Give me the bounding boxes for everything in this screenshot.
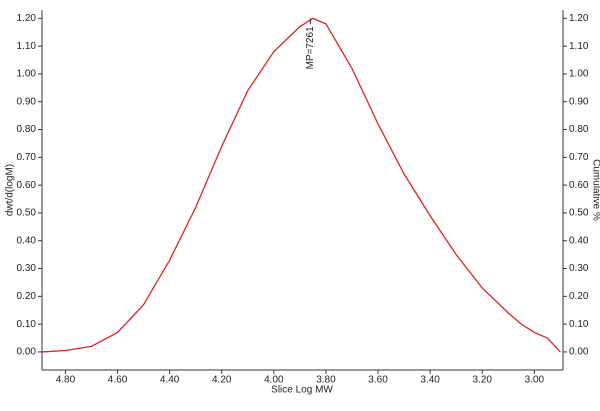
- x-tick-label: 3.00: [525, 375, 545, 386]
- y-tick-label: 0.30: [17, 263, 37, 274]
- y-tick-label: 0.10: [17, 319, 37, 330]
- x-tick-label: 4.40: [160, 375, 180, 386]
- y-tick-label: 1.00: [17, 69, 37, 80]
- y-tick-label: 0.20: [17, 291, 37, 302]
- y-tick-label: 0.90: [17, 96, 37, 107]
- line-series: [41, 17, 561, 353]
- y-tick-label: 0.80: [17, 124, 37, 135]
- x-tick-label: 3.60: [368, 375, 388, 386]
- y-tick-label: 0.50: [17, 208, 37, 219]
- x-tick-label: 3.80: [316, 375, 336, 386]
- y2-axis-title: Cumulative %: [590, 159, 600, 221]
- y2-tick-label: 0.20: [569, 291, 589, 302]
- y-tick-label: 1.10: [17, 41, 37, 52]
- y-tick-label: 1.20: [17, 13, 37, 24]
- y2-tick-label: 0.90: [569, 96, 589, 107]
- y-tick-label: 0.70: [17, 152, 37, 163]
- y2-tick-label: 0.40: [569, 235, 589, 246]
- x-tick-label: 4.80: [56, 375, 76, 386]
- y2-tick-label: 1.10: [569, 41, 589, 52]
- y2-tick-label: 0.10: [569, 319, 589, 330]
- x-axis-title: Slice Log MW: [271, 385, 333, 396]
- annotation: MP=7261: [305, 26, 316, 70]
- y-axis-title: dwt/d(logM): [5, 164, 16, 216]
- y-tick-label: 0.60: [17, 180, 37, 191]
- y2-tick-label: 0.70: [569, 152, 589, 163]
- y-tick-label: 0.40: [17, 235, 37, 246]
- y2-tick-label: 1.20: [569, 13, 589, 24]
- y2-tick-label: 0.60: [569, 180, 589, 191]
- y2-tick-label: 0.00: [569, 347, 589, 358]
- y-tick-label: 0.00: [17, 347, 37, 358]
- y2-tick-label: 1.00: [569, 69, 589, 80]
- y2-tick-label: 0.30: [569, 263, 589, 274]
- y2-tick-label: 0.50: [569, 208, 589, 219]
- x-tick-label: 3.40: [420, 375, 440, 386]
- x-tick-label: 4.00: [264, 375, 284, 386]
- x-tick-label: 4.60: [108, 375, 128, 386]
- y2-tick-label: 0.80: [569, 124, 589, 135]
- x-tick-label: 4.20: [212, 375, 232, 386]
- x-tick-label: 3.20: [473, 375, 493, 386]
